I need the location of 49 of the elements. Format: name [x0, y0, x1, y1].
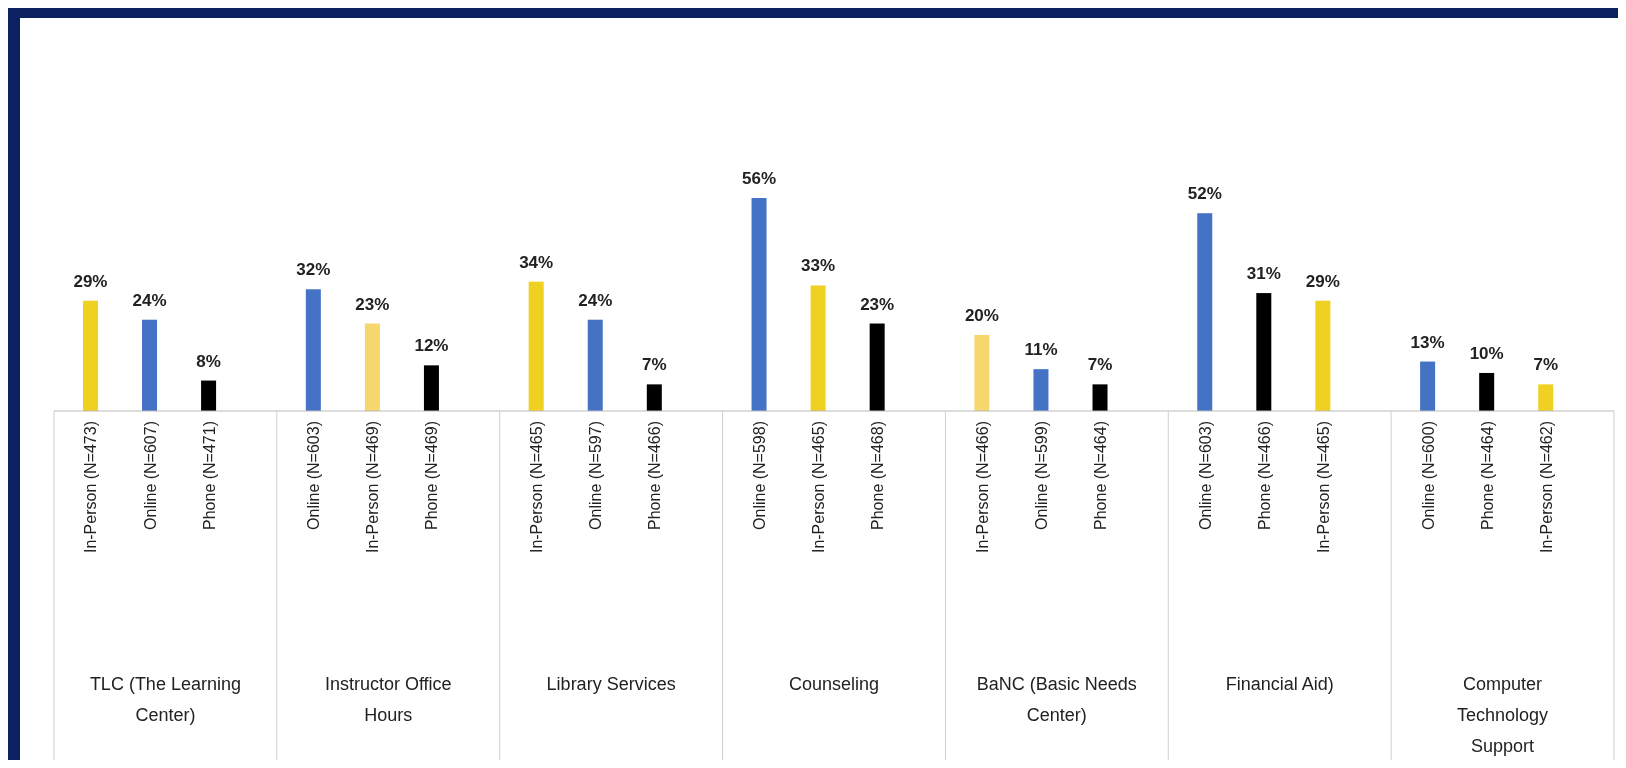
x-tick-label: Online (N=603) — [305, 421, 323, 530]
data-label: 34% — [519, 252, 554, 272]
text: Computer Technology Support — [1457, 674, 1549, 756]
data-label: 52% — [1187, 184, 1222, 204]
data-label: 10% — [1469, 343, 1504, 363]
data-label: 24% — [578, 290, 613, 310]
x-tick-label: Phone (N=466) — [1255, 421, 1273, 530]
x-tick-label: Online (N=607) — [141, 421, 159, 530]
data-label: 29% — [1305, 271, 1340, 291]
x-tick-label: Online (N=598) — [751, 421, 769, 530]
data-label: 20% — [964, 305, 999, 325]
x-tick-label: Phone (N=468) — [869, 421, 887, 530]
data-label: 12% — [414, 336, 449, 356]
x-tick-label: In-Person (N=465) — [1314, 421, 1332, 554]
data-label: 7% — [642, 355, 667, 375]
x-tick-label: Phone (N=471) — [200, 421, 218, 530]
x-tick-label: In-Person (N=473) — [82, 421, 100, 554]
data-label: 23% — [860, 294, 895, 314]
data-label: 13% — [1410, 332, 1445, 352]
data-label: 23% — [355, 294, 390, 314]
data-label: 56% — [742, 169, 777, 188]
data-label: 32% — [296, 260, 331, 280]
x-tick-label: Online (N=599) — [1032, 421, 1050, 530]
data-label: 33% — [801, 256, 836, 276]
text: Instructor Office Hours — [324, 674, 452, 725]
x-tick-label: In-Person (N=462) — [1537, 421, 1555, 554]
data-label: 24% — [132, 290, 167, 310]
x-tick-label: In-Person (N=469) — [364, 421, 382, 554]
text: BaNC (Basic Needs Center) — [976, 674, 1137, 725]
data-label: 8% — [196, 351, 221, 371]
x-tick-label: Online (N=603) — [1196, 421, 1214, 530]
data-label: 29% — [73, 271, 108, 291]
x-tick-label: In-Person (N=465) — [528, 421, 546, 554]
data-label: 7% — [1533, 355, 1559, 375]
x-tick-label: Phone (N=464) — [1092, 421, 1110, 530]
x-tick-label: In-Person (N=465) — [810, 421, 828, 554]
data-label: 7% — [1087, 355, 1113, 375]
x-tick-label: In-Person (N=466) — [973, 421, 991, 554]
text: Counseling — [788, 674, 880, 694]
x-tick-label: Phone (N=466) — [646, 421, 664, 530]
x-tick-label: Online (N=600) — [1419, 421, 1437, 530]
x-tick-label: Phone (N=464) — [1478, 421, 1496, 530]
text: Financial Aid) — [1225, 674, 1334, 694]
x-tick-label: Online (N=597) — [587, 421, 605, 530]
data-label: 31% — [1246, 264, 1281, 284]
x-tick-label: Phone (N=469) — [423, 421, 441, 530]
data-label: 11% — [1024, 340, 1058, 360]
text: TLC (The Learning Center) — [89, 674, 241, 725]
text: Library Services — [546, 674, 676, 694]
